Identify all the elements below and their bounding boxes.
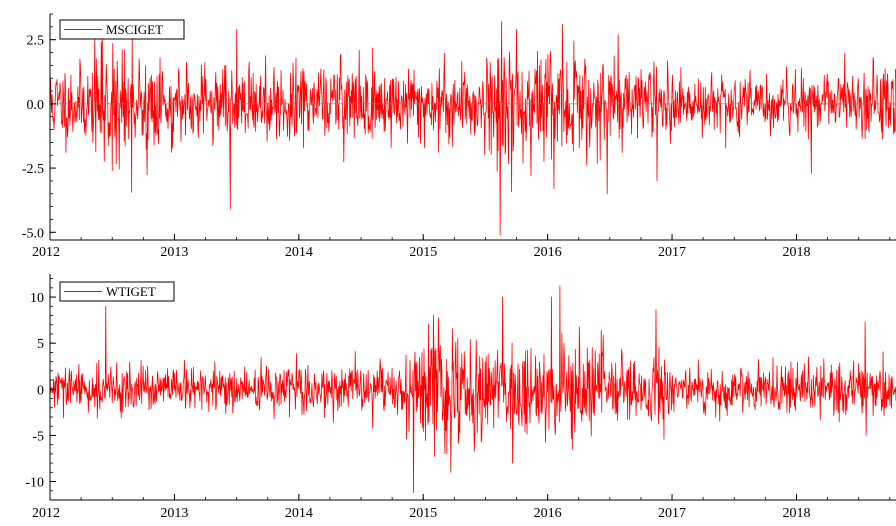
x-tick-label: 2012 bbox=[32, 245, 60, 260]
y-tick-label: 0.0 bbox=[27, 98, 45, 113]
x-tick-label: 2015 bbox=[409, 506, 437, 521]
wtiget-y-axis: 10 5 0 -5 -10 bbox=[25, 274, 56, 501]
y-tick-label: 10 bbox=[30, 291, 44, 306]
x-tick-label: 2014 bbox=[285, 506, 313, 521]
x-tick-label: 2015 bbox=[409, 245, 437, 260]
msciget-legend: MSCIGET bbox=[59, 19, 185, 40]
msciget-series-line bbox=[49, 21, 896, 236]
x-tick-label: 2014 bbox=[285, 245, 313, 260]
y-tick-label: -5 bbox=[32, 429, 44, 444]
y-tick-label: -2.5 bbox=[22, 162, 44, 177]
msciget-y-axis: 2.5 0.0 -2.5 -5.0 bbox=[22, 13, 56, 241]
wtiget-series-line bbox=[49, 285, 896, 494]
legend-box bbox=[59, 281, 175, 302]
y-tick-label: 2.5 bbox=[27, 34, 45, 49]
x-tick-label: 2018 bbox=[782, 506, 810, 521]
x-tick-label: 2013 bbox=[160, 245, 188, 260]
msciget-panel: 2.50.0-2.5-5.0 2012 2013 2014 2015 2016 2017 2… bbox=[22, 13, 896, 260]
x-tick-label: 2018 bbox=[782, 245, 810, 260]
wtiget-legend: WTIGET bbox=[59, 281, 175, 302]
x-tick-label: 2017 bbox=[658, 245, 686, 260]
y-tick-label: -5.0 bbox=[22, 226, 44, 241]
y-tick-label: 5 bbox=[37, 337, 44, 352]
y-tick-label: 0 bbox=[37, 383, 44, 398]
x-tick-label: 2013 bbox=[160, 506, 188, 521]
legend-label: MSCIGET bbox=[106, 22, 163, 37]
x-tick-label: 2016 bbox=[534, 506, 562, 521]
series-line bbox=[49, 285, 896, 494]
y-tick-label: -10 bbox=[25, 476, 44, 491]
wtiget-panel: 10 5 0 -5 -10 2012 2013 2014 2015 2016 2017 2018 W… bbox=[25, 274, 896, 521]
series-line bbox=[49, 21, 896, 236]
wtiget-x-axis: 2012 2013 2014 2015 2016 2017 2018 bbox=[32, 494, 896, 521]
legend-box bbox=[59, 19, 185, 40]
msciget-x-axis: 2012 2013 2014 2015 2016 2017 2018 bbox=[32, 234, 896, 260]
x-tick-label: 2017 bbox=[658, 506, 686, 521]
x-tick-label: 2012 bbox=[32, 506, 60, 521]
x-tick-label: 2016 bbox=[534, 245, 562, 260]
legend-label: WTIGET bbox=[106, 284, 156, 299]
